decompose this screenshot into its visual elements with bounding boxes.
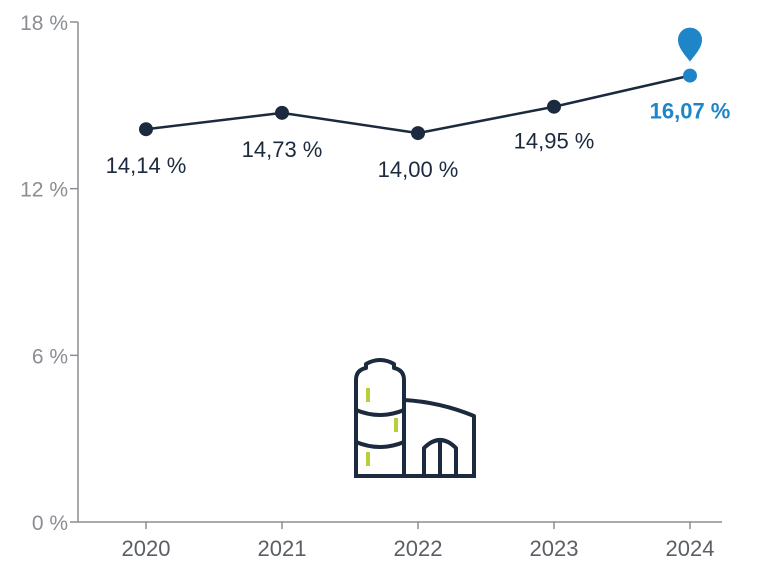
- y-tick-label: 0 %: [32, 512, 68, 535]
- data-label: 14,00 %: [378, 157, 459, 182]
- y-tick-label: 6 %: [32, 345, 68, 368]
- x-tick-label: 2020: [122, 536, 171, 561]
- x-tick-label: 2021: [258, 536, 307, 561]
- x-axis: 2020 2021 2022 2023 2024: [78, 521, 722, 561]
- data-point: [411, 126, 425, 141]
- highlight-point: [683, 68, 697, 83]
- factory-silo-icon: [354, 358, 476, 478]
- data-label: 14,73 %: [242, 137, 323, 162]
- x-tick-label: 2022: [394, 536, 443, 561]
- data-labels: 14,14 % 14,73 % 14,00 % 14,95 % 16,07 %: [106, 99, 731, 183]
- location-pin-icon: [678, 27, 702, 62]
- data-point: [275, 105, 289, 120]
- data-point: [547, 99, 561, 114]
- x-tick-label: 2023: [530, 536, 579, 561]
- data-label: 14,14 %: [106, 153, 187, 178]
- data-label: 14,95 %: [514, 129, 595, 154]
- series-line: [139, 27, 702, 141]
- y-tick-label: 12 %: [20, 179, 68, 202]
- y-tick-label: 18 %: [20, 12, 68, 35]
- highlight-data-label: 16,07 %: [650, 99, 731, 124]
- series-path: [145, 74, 691, 135]
- y-axis: 0 % 6 % 12 % 18 %: [20, 12, 79, 535]
- data-point: [139, 122, 153, 137]
- x-tick-label: 2024: [666, 536, 715, 561]
